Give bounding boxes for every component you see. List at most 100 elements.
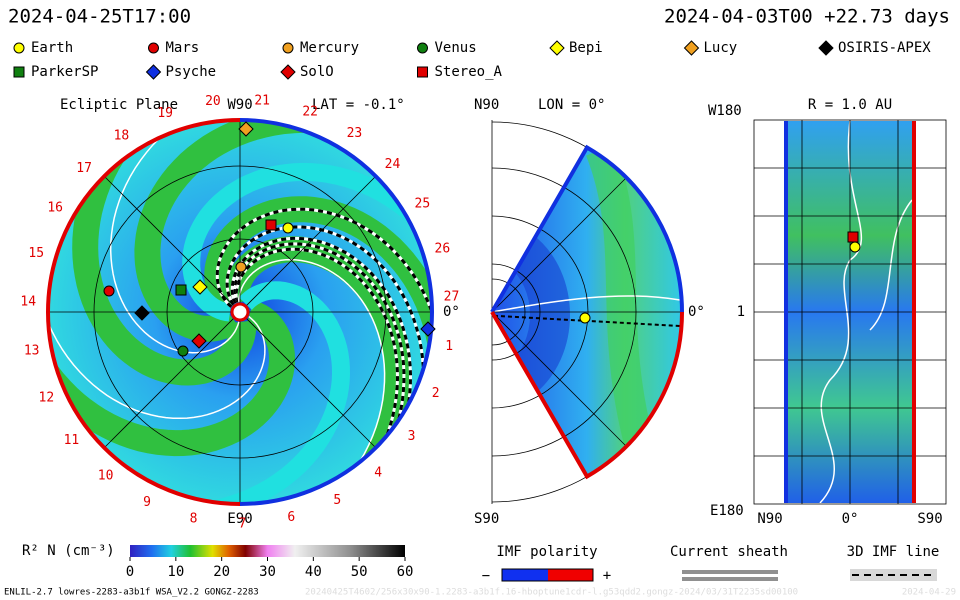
- bodies: [103, 121, 436, 357]
- tick-label: 20: [213, 564, 230, 580]
- clock-label: 2: [432, 386, 440, 401]
- marker: [177, 345, 189, 357]
- legend-label: ParkerSP: [31, 64, 98, 80]
- clock-label: 24: [385, 157, 401, 172]
- legend-label: OSIRIS-APEX: [838, 40, 931, 56]
- clock-label: 26: [435, 241, 451, 256]
- earth-marker: [579, 312, 591, 324]
- sphere-grid: [753, 119, 947, 505]
- spiral: [48, 191, 266, 420]
- marker: [148, 42, 159, 54]
- tick-label: 30: [259, 564, 276, 580]
- legend: Earth Mars Mercury Venus Bepi Lucy OSIRIS-APEX…: [13, 40, 931, 80]
- marker: [282, 222, 294, 234]
- right-label: 0°: [688, 304, 705, 320]
- top-label: N90: [474, 97, 499, 113]
- spiral: [215, 207, 432, 445]
- clock-label: 17: [76, 161, 92, 176]
- marker: [683, 40, 700, 56]
- marker: [13, 66, 25, 78]
- clock-label: 6: [287, 510, 295, 525]
- x-left-label: N90: [757, 511, 782, 527]
- clock-label: 11: [64, 433, 80, 448]
- legend-label: Lucy: [704, 40, 738, 56]
- radius-label: R = 1.0 AU: [808, 97, 892, 113]
- marker: [175, 284, 187, 296]
- clock-label: 5: [333, 493, 341, 508]
- clock-label: 3: [408, 429, 416, 444]
- mid-label: 1: [737, 304, 745, 320]
- clock-label: 10: [98, 468, 114, 483]
- lat-label: LAT = -0.1°: [312, 97, 405, 113]
- tick-label: 50: [351, 564, 368, 580]
- colorbar-ticks: 0 10 20 30 40 50 60: [126, 557, 414, 580]
- time-start: 2024-04-03T00 +22.73 days: [664, 6, 950, 28]
- ecliptic-panel: Ecliptic Plane W90 LAT = -0.1° 0° E90 12…: [20, 94, 459, 532]
- clock-label: 1: [445, 339, 453, 354]
- sphere-panel: W180 R = 1.0 AU 1 E180 N90 0° S90: [708, 97, 947, 527]
- earth-marker: [849, 241, 861, 253]
- lon-label: LON = 0°: [538, 97, 605, 113]
- spiral: [99, 281, 351, 504]
- footer-left: ENLIL-2.7 lowres-2283-a3b1f WSA_V2.2 GON…: [4, 588, 259, 598]
- clock-label: 23: [347, 126, 363, 141]
- marker: [145, 64, 162, 80]
- marker: [417, 42, 428, 54]
- marker: [417, 66, 428, 78]
- sheath-line: [682, 577, 778, 581]
- marker: [280, 64, 296, 80]
- clock-label: 18: [114, 129, 130, 144]
- clock-label: 4: [374, 465, 382, 480]
- bottom-label: E90: [227, 511, 252, 527]
- legend-label: Mercury: [300, 40, 359, 56]
- imf-negative: [502, 569, 548, 581]
- polarity-arc-neg: [46, 118, 241, 506]
- panel-title: Ecliptic Plane: [60, 97, 178, 113]
- clock-label: 27: [444, 290, 460, 305]
- clock-label: 7: [239, 516, 247, 531]
- clock-label: 15: [28, 246, 44, 261]
- stereo-a-marker: [847, 231, 859, 243]
- clock-label: 25: [415, 196, 431, 211]
- tick-label: 40: [305, 564, 322, 580]
- colorbar: [130, 545, 405, 557]
- colorbar-title: R² N (cm⁻³): [22, 543, 115, 559]
- imf-frame: [501, 568, 594, 582]
- bottom-label: S90: [474, 511, 499, 527]
- marker: [192, 279, 208, 295]
- tick-label: 60: [397, 564, 414, 580]
- sun: [230, 302, 250, 322]
- imf-title: IMF polarity: [496, 544, 597, 560]
- legend-label: Stereo_A: [435, 64, 503, 80]
- meridional-panel: N90 LON = 0° 0° S90: [474, 97, 705, 527]
- clock-label: 22: [302, 104, 318, 119]
- clock-label: 8: [190, 511, 198, 526]
- clock-label: 19: [157, 106, 173, 121]
- imf-positive: [548, 569, 593, 581]
- sheath-title: Current sheath: [670, 544, 788, 560]
- tick-label: 10: [167, 564, 184, 580]
- clock-label: 21: [254, 94, 270, 109]
- clock-label: 12: [39, 391, 55, 406]
- x-right-label: S90: [917, 511, 942, 527]
- marker: [420, 321, 436, 337]
- sheath-line: [682, 570, 778, 574]
- clock-label: 14: [20, 295, 36, 310]
- top-left-label: W180: [708, 103, 742, 119]
- polarity-arc-pos: [239, 118, 434, 506]
- marker: [282, 42, 294, 54]
- imf-plus: +: [603, 568, 611, 584]
- top-label: W90: [227, 97, 252, 113]
- footer-right: 2024-04-29: [902, 588, 956, 598]
- tick-label: 0: [126, 564, 134, 580]
- marker: [549, 40, 565, 56]
- legend-label: Psyche: [166, 64, 217, 80]
- marker: [818, 40, 834, 56]
- legend-label: Earth: [31, 40, 73, 56]
- marker: [265, 219, 277, 231]
- imf-minus: −: [482, 568, 490, 584]
- time-now: 2024-04-25T17:00: [8, 6, 191, 28]
- marker: [238, 121, 254, 137]
- imf-line-title: 3D IMF line: [847, 544, 940, 560]
